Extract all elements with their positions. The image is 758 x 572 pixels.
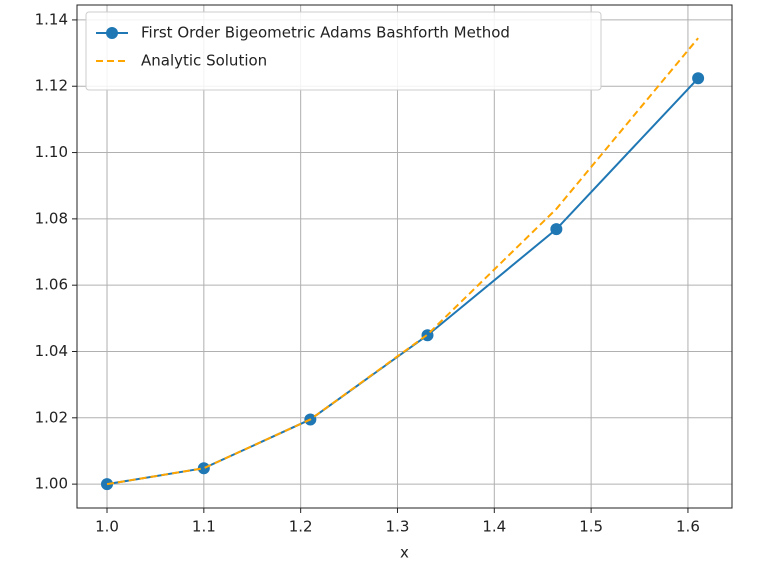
plot-frame [76,4,733,509]
x-tick-label: 1.2 [289,518,313,536]
x-tick-label: 1.0 [95,518,119,536]
y-tick-label: 1.00 [35,475,68,493]
x-tick-label: 1.5 [579,518,603,536]
y-tick-label: 1.04 [35,342,68,360]
x-tick-label: 1.1 [192,518,216,536]
data-point [197,462,210,475]
x-tick-label: 1.3 [386,518,410,536]
series-line [106,37,699,486]
x-tick-label: 1.4 [482,518,506,536]
y-tick-label: 1.12 [35,77,68,95]
legend-marker [106,27,118,39]
x-axis-label: x [400,544,409,562]
y-tick-label: 1.02 [35,408,68,426]
y-tick-label: 1.14 [35,10,68,28]
data-point [550,223,563,236]
legend-label: Analytic Solution [141,52,267,70]
y-tick-label: 1.06 [35,276,68,294]
y-tick-label: 1.10 [35,143,68,161]
data-point [101,478,114,491]
data-point [692,72,705,85]
legend-label: First Order Bigeometric Adams Bashforth … [141,24,510,42]
series-line [106,77,699,486]
legend-box [85,11,602,91]
legend: First Order Bigeometric Adams Bashforth … [85,11,602,91]
x-tick-label: 1.6 [676,518,700,536]
y-tick-label: 1.08 [35,209,68,227]
